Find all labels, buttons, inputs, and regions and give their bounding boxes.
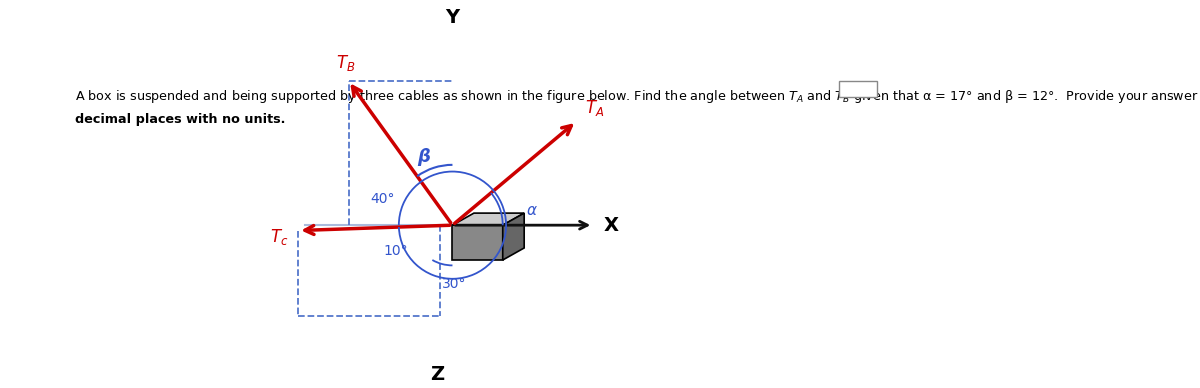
Polygon shape [452, 225, 503, 260]
FancyBboxPatch shape [839, 81, 877, 97]
Text: 30°: 30° [443, 277, 467, 291]
Text: $T_B$: $T_B$ [336, 53, 355, 73]
Text: A box is suspended and being supported by three cables as shown in the figure be: A box is suspended and being supported b… [74, 88, 1200, 105]
Text: α: α [526, 203, 536, 218]
Polygon shape [503, 213, 524, 260]
Text: Z: Z [430, 365, 444, 384]
Text: $T_c$: $T_c$ [270, 227, 288, 247]
Text: decimal places with no units.: decimal places with no units. [74, 113, 286, 126]
Text: 10°: 10° [383, 244, 408, 258]
Text: X: X [604, 216, 618, 235]
Text: β: β [418, 148, 431, 166]
Text: $T_A$: $T_A$ [584, 98, 604, 118]
Text: Y: Y [445, 9, 460, 28]
Polygon shape [452, 213, 524, 225]
Text: 40°: 40° [370, 192, 395, 206]
